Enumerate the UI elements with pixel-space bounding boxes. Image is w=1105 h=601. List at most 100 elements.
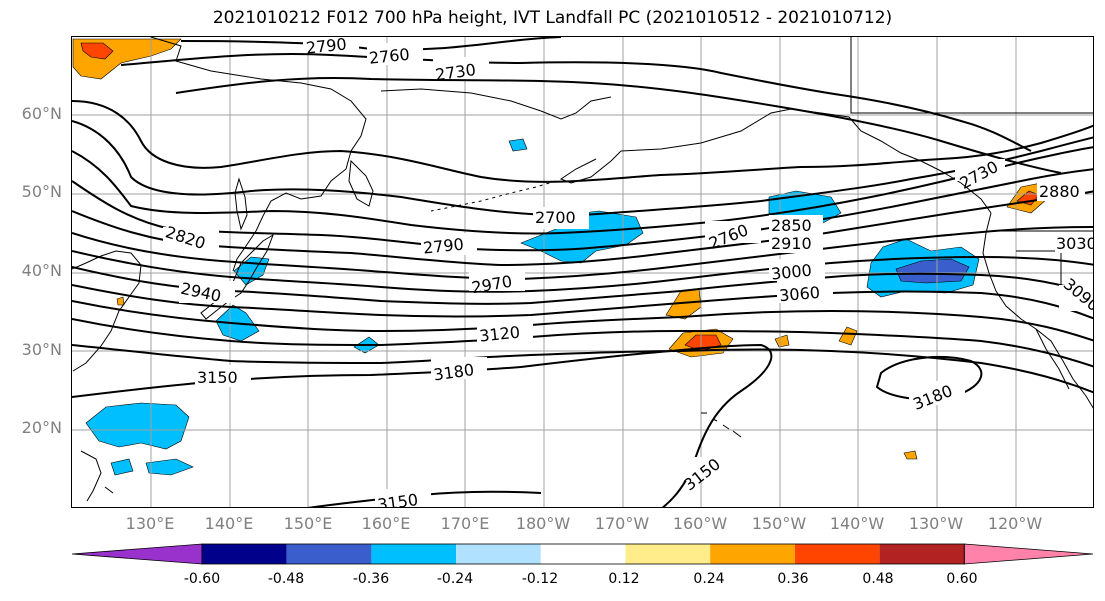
colorbar-tick: 0.60 [946, 571, 978, 587]
blue-shade [145, 458, 194, 476]
lat-label-50n: 50°N [21, 182, 62, 201]
lon-label-140e: 140°E [204, 514, 254, 533]
lon-label-170w: 170°W [594, 514, 650, 533]
contour-line [72, 284, 1093, 320]
colorbar-tick: -0.36 [352, 571, 390, 587]
colorbar [71, 543, 1094, 565]
colorbar-tick: 0.36 [777, 571, 809, 587]
contour-line [72, 226, 1093, 281]
colorbar-segment [963, 543, 1094, 565]
red-shade [80, 42, 114, 60]
philippines-coast [80, 450, 114, 502]
contour-label: 2880 [1039, 182, 1080, 201]
orange-shade [665, 288, 702, 320]
colorbar-segment [71, 543, 203, 565]
contour-line [72, 146, 1093, 235]
hawaii-coast [701, 412, 742, 438]
map-canvas: 2790 2760 2730 2700 2760 2850 2910 2730 … [72, 37, 1094, 508]
map-title: 2021010212 F012 700 hPa height, IVT Land… [212, 8, 893, 28]
alaska-coast [620, 108, 992, 214]
contour-line [72, 318, 1093, 368]
colorbar-segment [625, 544, 711, 564]
contour-label: 3120 [478, 322, 520, 345]
contour-label: 2760 [368, 45, 410, 68]
colorbar-segment [456, 544, 541, 564]
lat-label-30n: 30°N [21, 340, 62, 359]
lon-label-180w: 180°W [515, 514, 571, 533]
contour-line [72, 300, 1093, 342]
asia-coast [72, 250, 142, 372]
contour-label: 3030 [1056, 234, 1094, 253]
orange-shade [838, 326, 858, 346]
colorbar-tick: 0.24 [693, 571, 725, 587]
contour-line [72, 344, 1093, 394]
lon-label-130e: 130°E [125, 514, 175, 533]
colorbar-tick: -0.24 [436, 571, 474, 587]
contour-label: 3000 [770, 261, 812, 284]
lon-label-160e: 160°E [361, 514, 411, 533]
ivt-shading [72, 38, 1048, 476]
contour-label: 3150 [197, 368, 238, 387]
orange-shade [903, 450, 918, 460]
colorbar-segment [286, 544, 372, 564]
colorbar-segment [710, 544, 795, 564]
contour-line [120, 52, 1032, 152]
map-panel: 2790 2760 2730 2700 2760 2850 2910 2730 … [71, 36, 1094, 508]
contour-labels: 2790 2760 2730 2700 2760 2850 2910 2730 … [163, 37, 1094, 508]
contour-line [175, 76, 1062, 174]
colorbar-segment [540, 544, 626, 564]
colorbar-outline [201, 543, 965, 565]
lon-label-130w: 130°W [908, 514, 964, 533]
contour-label: 2700 [535, 208, 576, 227]
height-contours [72, 37, 1093, 507]
colorbar-segment [794, 544, 880, 564]
colorbar-segment [879, 544, 965, 564]
orange-shade [116, 296, 125, 306]
contour-line [72, 168, 1093, 252]
contour-line [72, 190, 1093, 267]
graticule [72, 37, 1093, 507]
lon-label-160w: 160°W [672, 514, 728, 533]
contour-label: 3150 [376, 490, 419, 508]
contour-line [875, 356, 983, 401]
colorbar-tick: -0.60 [183, 571, 221, 587]
aleutians-coast [430, 180, 557, 212]
colorbar-tick: -0.48 [267, 571, 305, 587]
contour-label: 2790 [422, 235, 464, 258]
contour-label: 3060 [778, 283, 820, 305]
blue-shade [110, 458, 134, 476]
contour-line [72, 120, 1093, 217]
lat-label-20n: 20°N [21, 418, 62, 437]
blue-shade [508, 138, 528, 152]
lon-label-140w: 140°W [829, 514, 885, 533]
chukotka-coast [380, 88, 612, 120]
contour-label: 2910 [771, 234, 812, 253]
asia-coast [150, 37, 367, 272]
lon-label-150w: 150°W [751, 514, 807, 533]
contour-line [72, 250, 1093, 293]
orange-shade [774, 334, 790, 348]
lat-label-60n: 60°N [21, 104, 62, 123]
blue-shade [85, 402, 190, 450]
lon-label-150e: 150°E [283, 514, 333, 533]
contour-line [72, 100, 1093, 183]
coastlines [72, 37, 1093, 502]
colorbar-segment [371, 544, 457, 564]
sakhalin-coast [234, 177, 248, 231]
north-america-coast [982, 212, 1093, 409]
canada-border [850, 37, 1093, 114]
contour-line [72, 266, 1093, 305]
baja-coast [1035, 328, 1070, 390]
kamchatka-coast [348, 159, 374, 207]
lon-label-120w: 120°W [987, 514, 1043, 533]
alaska-coast [559, 150, 622, 184]
contour-label: 2850 [771, 216, 812, 235]
lon-label-170e: 170°E [440, 514, 490, 533]
colorbar-tick: 0.12 [608, 571, 640, 587]
lat-label-40n: 40°N [21, 261, 62, 280]
contour-label: 2790 [305, 37, 347, 58]
colorbar-segment [202, 544, 287, 564]
colorbar-tick: -0.12 [521, 571, 559, 587]
blue-shade [233, 256, 270, 286]
colorbar-tick: 0.48 [862, 571, 894, 587]
